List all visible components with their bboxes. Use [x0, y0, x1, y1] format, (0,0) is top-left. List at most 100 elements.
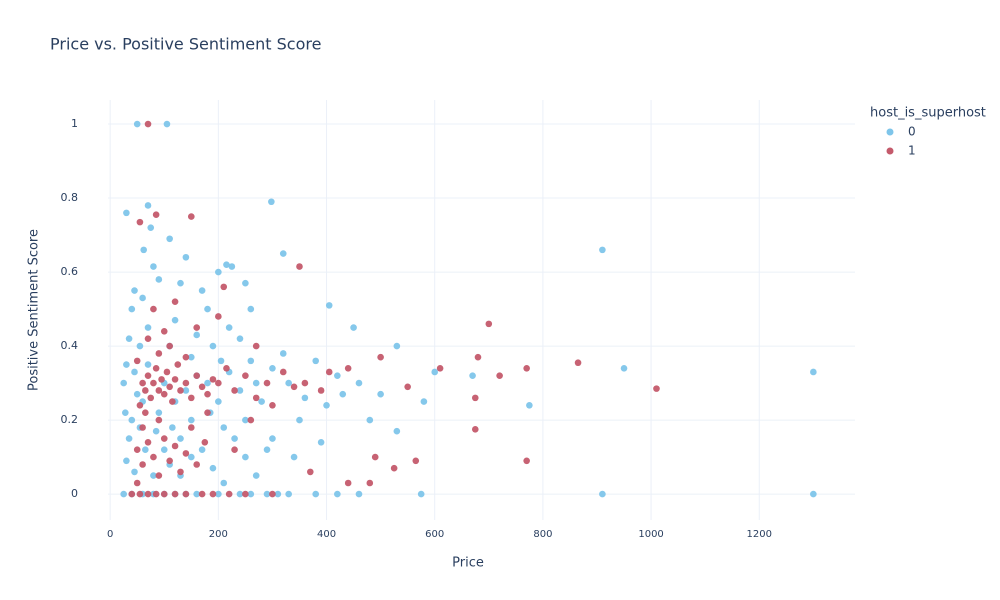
- scatter-point: [242, 416, 249, 424]
- scatter-point: [296, 416, 303, 424]
- scatter-point: [334, 372, 341, 379]
- scatter-point: [120, 379, 127, 387]
- scatter-point: [193, 372, 201, 379]
- scatter-point: [169, 424, 176, 431]
- scatter-point: [182, 490, 190, 498]
- x-tick-label: 400: [317, 529, 336, 540]
- scatter-point: [307, 468, 314, 476]
- scatter-point: [526, 401, 533, 409]
- x-tick-label: 200: [209, 529, 228, 540]
- scatter-point: [155, 387, 163, 394]
- scatter-point: [242, 490, 249, 498]
- scatter-point: [209, 490, 217, 498]
- scatter-point: [171, 298, 179, 305]
- scatter-point: [128, 416, 136, 424]
- scatter-point: [377, 353, 384, 361]
- scatter-point: [204, 305, 211, 313]
- scatter-point: [182, 353, 190, 361]
- scatter-point: [155, 409, 163, 416]
- y-tick-label: 0.8: [61, 191, 79, 204]
- scatter-point: [296, 263, 303, 270]
- scatter-point: [144, 202, 152, 209]
- scatter-point: [125, 335, 133, 342]
- scatter-point: [317, 387, 325, 394]
- scatter-point: [193, 461, 201, 468]
- scatter-point: [355, 490, 363, 498]
- scatter-point: [810, 368, 817, 376]
- chart-title: Price vs. Positive Sentiment Score: [50, 35, 321, 54]
- scatter-point: [471, 426, 479, 433]
- scatter-point: [171, 376, 179, 383]
- y-tick-label: 0.4: [61, 339, 79, 352]
- scatter-point: [404, 383, 411, 391]
- scatter-point: [390, 464, 398, 472]
- scatter-point: [198, 287, 206, 294]
- scatter-point: [144, 361, 152, 368]
- scatter-point: [139, 379, 146, 387]
- y-tick-label: 0.2: [61, 413, 79, 426]
- x-tick-label: 1200: [747, 529, 772, 540]
- x-axis-title: Price: [452, 556, 484, 571]
- scatter-point: [177, 387, 184, 394]
- y-tick-label: 1: [71, 117, 78, 130]
- scatter-point: [209, 464, 217, 472]
- scatter-point: [163, 368, 171, 376]
- scatter-point: [160, 327, 168, 335]
- scatter-point: [344, 479, 352, 487]
- scatter-point: [285, 379, 292, 387]
- scatter-point: [182, 253, 190, 261]
- scatter-point: [139, 461, 146, 468]
- scatter-point: [188, 453, 195, 461]
- scatter-point: [209, 342, 217, 350]
- scatter-point: [136, 490, 144, 498]
- scatter-point: [371, 453, 379, 461]
- scatter-point: [160, 390, 168, 398]
- scatter-point: [204, 379, 211, 387]
- scatter-point: [599, 246, 606, 254]
- scatter-point: [188, 424, 195, 431]
- scatter-point: [263, 379, 271, 387]
- scatter-point: [312, 490, 320, 498]
- scatter-point: [128, 490, 136, 498]
- y-tick-label: 0.6: [61, 265, 79, 278]
- scatter-point: [471, 394, 479, 402]
- scatter-point: [334, 490, 341, 498]
- scatter-point: [174, 361, 182, 368]
- scatter-point: [120, 490, 127, 498]
- scatter-point: [144, 490, 152, 498]
- scatter-point: [155, 472, 163, 479]
- scatter-point: [150, 379, 157, 387]
- scatter-point: [133, 120, 141, 128]
- scatter-point: [350, 324, 357, 331]
- scatter-point: [290, 453, 298, 461]
- scatter-point: [485, 320, 493, 328]
- scatter-point: [215, 313, 222, 320]
- scatter-point: [523, 457, 530, 465]
- scatter-point: [147, 394, 155, 402]
- scatter-point: [344, 364, 352, 372]
- scatter-point: [144, 438, 152, 446]
- scatter-point: [355, 379, 363, 387]
- scatter-point: [269, 364, 276, 372]
- scatter-point: [215, 379, 222, 387]
- scatter-point: [198, 490, 206, 498]
- scatter-point: [247, 490, 255, 498]
- scatter-point: [231, 387, 238, 394]
- scatter-point: [469, 372, 476, 379]
- x-tick-label: 800: [533, 529, 552, 540]
- scatter-point: [436, 364, 444, 372]
- scatter-point: [131, 287, 138, 294]
- scatter-point: [136, 218, 144, 226]
- scatter-point: [258, 398, 265, 405]
- scatter-point: [152, 490, 160, 498]
- scatter-point: [236, 335, 244, 342]
- scatter-point: [242, 453, 249, 461]
- scatter-point: [412, 457, 420, 465]
- scatter-point: [252, 472, 260, 479]
- scatter-point: [325, 302, 333, 309]
- scatter-point: [133, 479, 141, 487]
- scatter-point: [123, 361, 130, 368]
- scatter-point: [269, 401, 276, 409]
- scatter-point: [147, 224, 155, 231]
